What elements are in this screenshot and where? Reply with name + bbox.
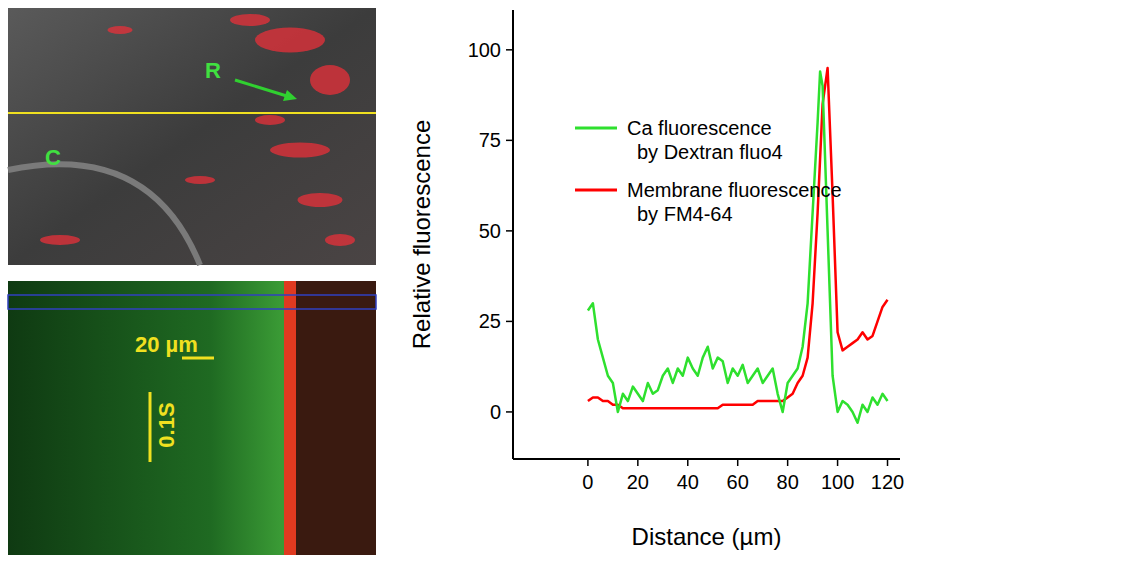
x-tick-label: 100 <box>821 471 854 493</box>
scale-bar <box>182 357 214 360</box>
x-tick-label: 60 <box>727 471 749 493</box>
legend-label: Membrane fluorescenceby FM4-64 <box>627 179 842 225</box>
y-tick-label: 25 <box>479 310 501 332</box>
time-label: 0.1S <box>154 402 179 447</box>
legend-label-line: by Dextran fluo4 <box>637 141 783 163</box>
arrow <box>235 80 290 97</box>
image-bottom <box>8 281 376 555</box>
x-tick <box>637 459 639 466</box>
y-axis-title: Relative fluorescence <box>408 120 435 349</box>
legend-swatch <box>575 189 617 192</box>
fluorescent-region <box>325 234 355 246</box>
y-tick-label: 75 <box>479 129 501 151</box>
y-tick-label: 100 <box>468 39 501 61</box>
legend-label-line: Membrane fluorescence <box>627 179 842 201</box>
y-tick <box>506 49 513 51</box>
x-tick-label: 40 <box>677 471 699 493</box>
y-axis <box>512 10 514 459</box>
scan-line <box>8 112 376 114</box>
membrane-band <box>284 281 296 555</box>
fluorescent-region <box>230 14 270 26</box>
fluorescent-region <box>185 176 215 184</box>
y-tick <box>506 321 513 323</box>
fluorescent-region <box>40 235 80 245</box>
x-tick <box>587 459 589 466</box>
plot-area <box>588 68 888 423</box>
fluorescent-region <box>255 115 285 125</box>
time-bar <box>149 392 152 462</box>
x-tick-label: 20 <box>627 471 649 493</box>
image-top <box>8 8 376 265</box>
roi-box <box>8 295 376 309</box>
x-tick-label: 0 <box>582 471 593 493</box>
x-tick <box>687 459 689 466</box>
fluorescent-region <box>270 143 330 158</box>
y-tick-label: 0 <box>490 401 501 423</box>
legend-label-line: by FM4-64 <box>637 203 733 225</box>
legend-swatch <box>575 127 617 130</box>
x-tick <box>887 459 889 466</box>
x-axis-title: Distance (µm) <box>632 523 782 550</box>
x-tick <box>787 459 789 466</box>
figure: R C 20 µm 0.1S 0 25 50 75 100 0 20 40 60 80 100 120 Dist… <box>0 0 1130 561</box>
arrow-head <box>283 90 297 101</box>
scale-label: 20 µm <box>135 332 198 357</box>
tissue-edge <box>8 164 200 265</box>
legend-label: Ca fluorescenceby Dextran fluo4 <box>627 117 783 163</box>
fluorescent-region <box>255 28 325 53</box>
fluorescent-region <box>310 65 350 95</box>
x-tick <box>737 459 739 466</box>
legend-label-line: Ca fluorescence <box>627 117 772 139</box>
y-tick-label: 50 <box>479 220 501 242</box>
y-tick <box>506 230 513 232</box>
label: R <box>205 58 221 83</box>
label: C <box>45 145 61 170</box>
outside-region <box>296 281 376 555</box>
fluorescent-region <box>108 26 133 34</box>
series-line <box>588 72 888 423</box>
fluorescent-region <box>298 193 343 207</box>
series-line <box>588 68 888 408</box>
y-tick <box>506 411 513 413</box>
y-tick <box>506 140 513 142</box>
x-tick-label: 120 <box>871 471 904 493</box>
x-axis <box>513 458 900 460</box>
x-tick <box>837 459 839 466</box>
x-tick-label: 80 <box>777 471 799 493</box>
